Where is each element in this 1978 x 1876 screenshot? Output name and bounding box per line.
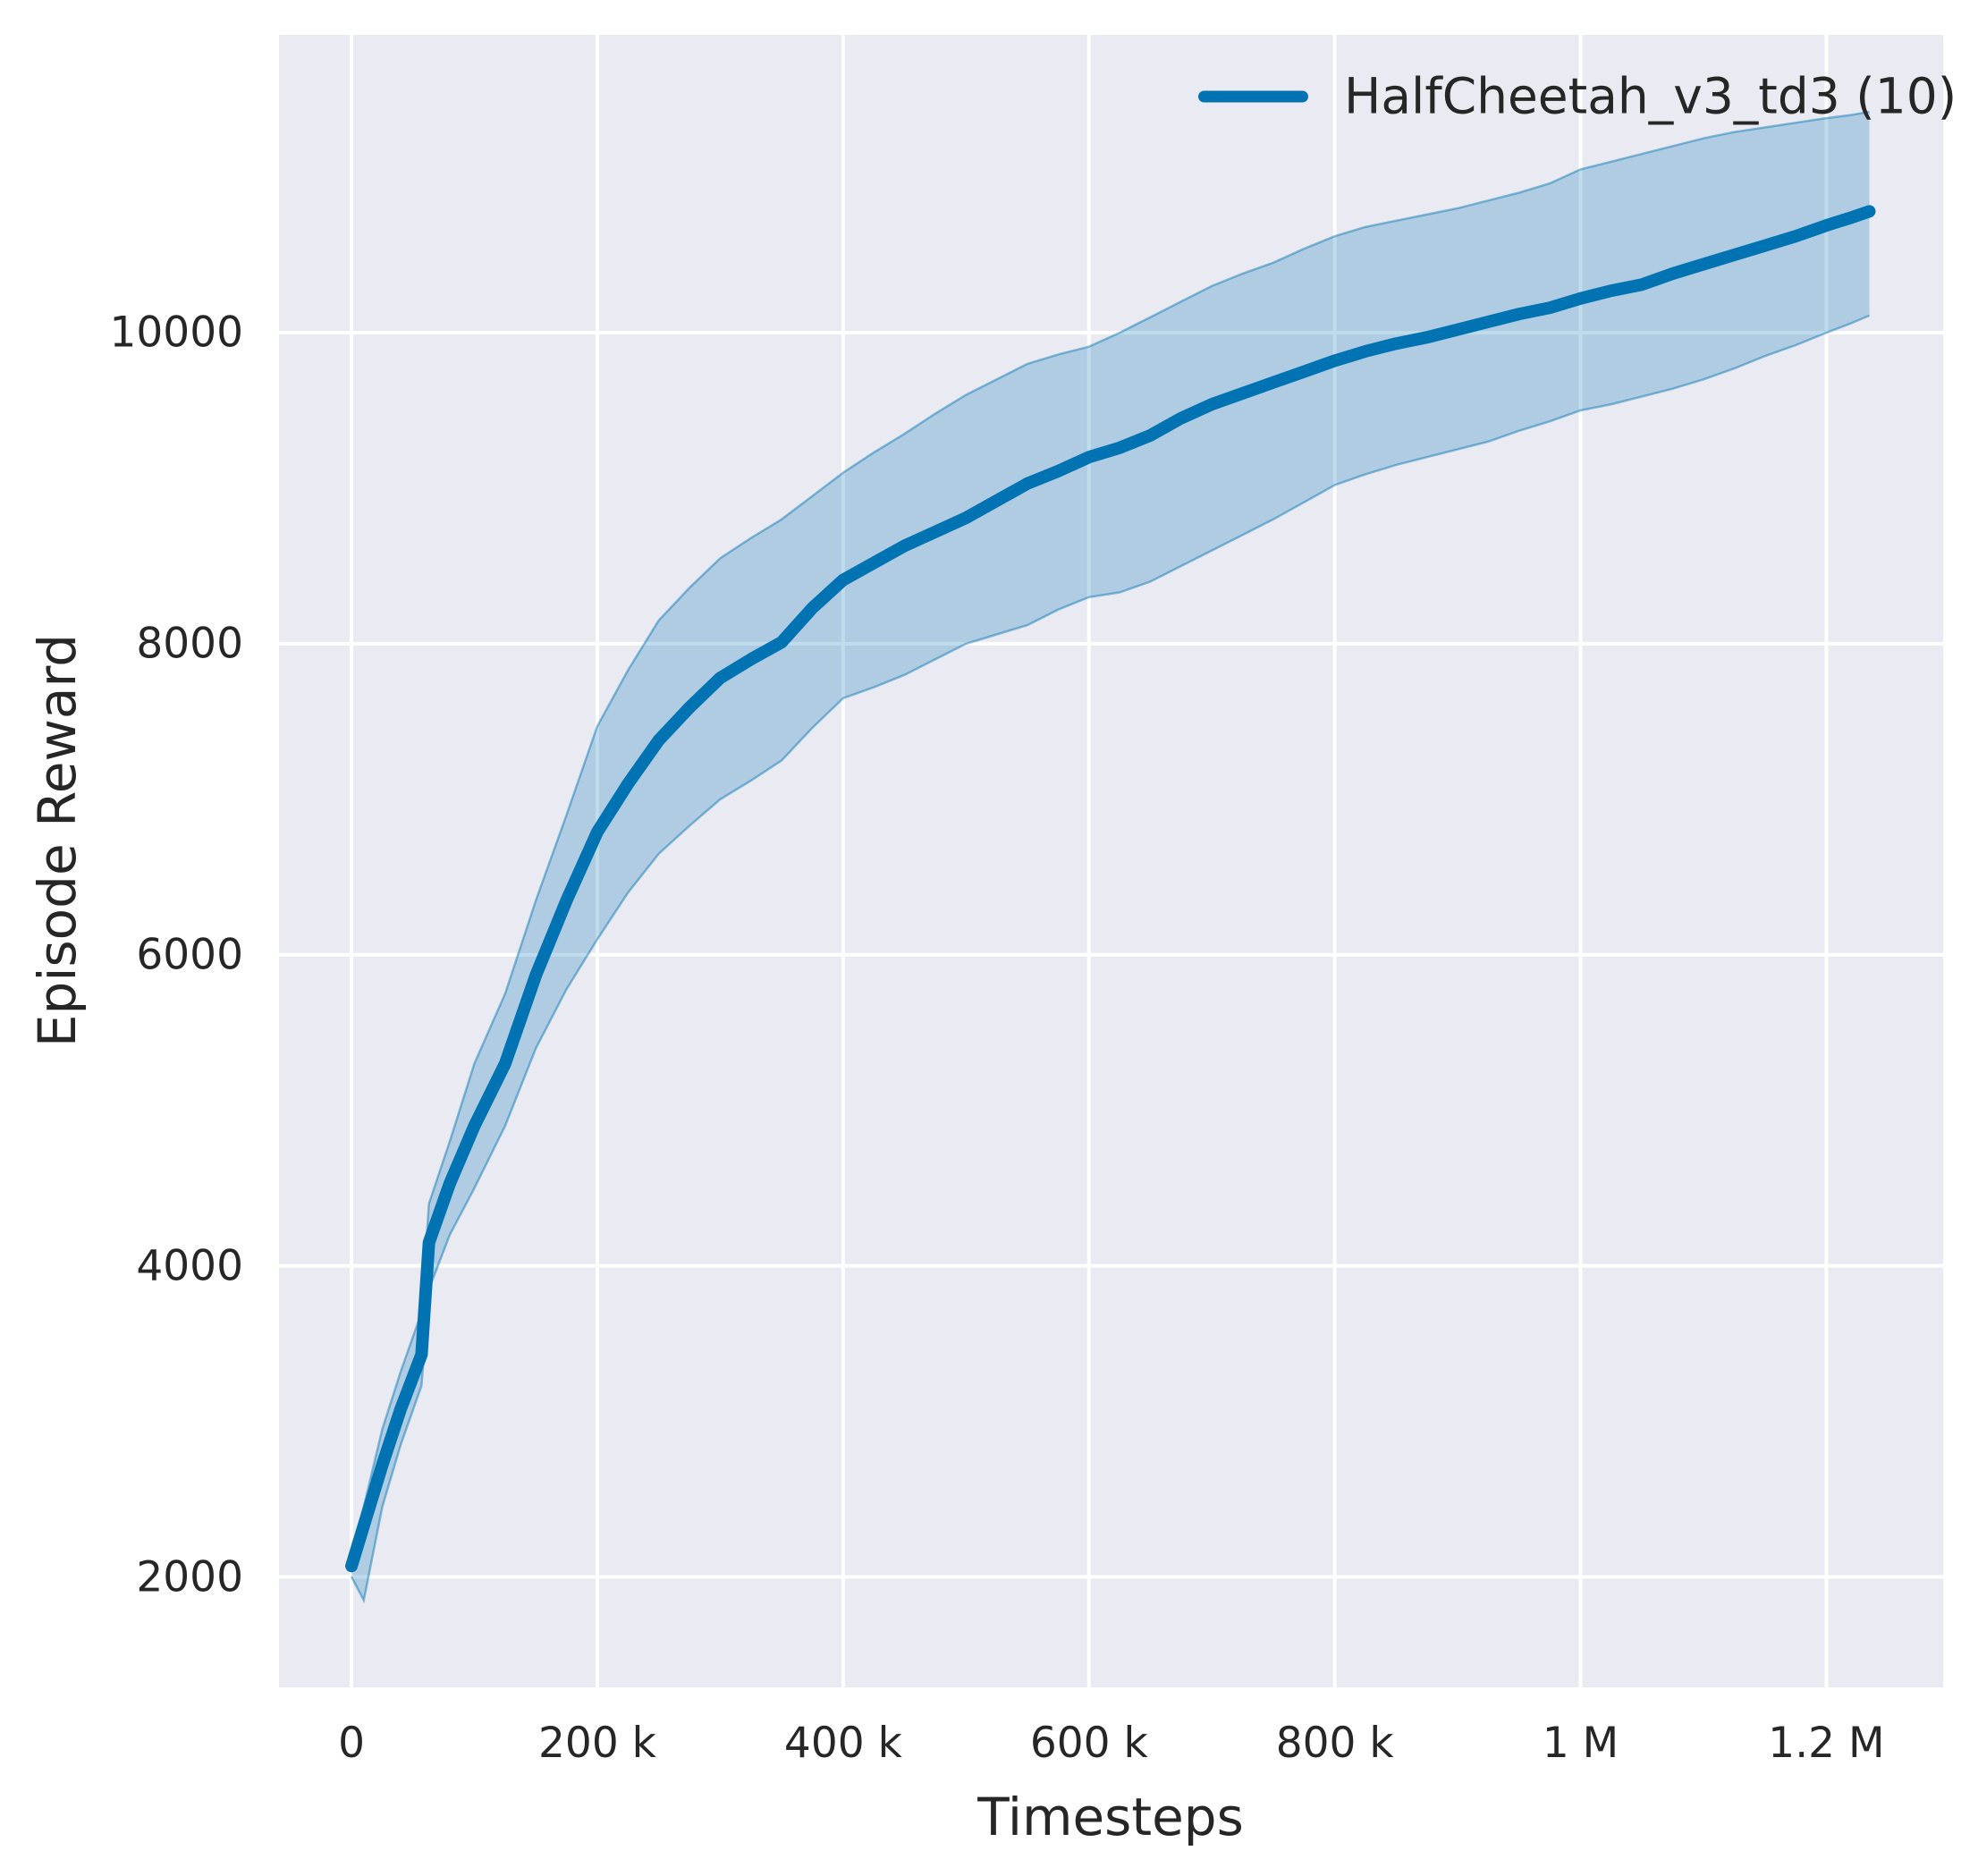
legend: HalfCheetah_v3_td3 (10): [1198, 72, 1957, 122]
x-tick-label: 800 k: [1275, 1719, 1394, 1768]
y-tick-label: 2000: [136, 1552, 243, 1601]
plot-area: HalfCheetah_v3_td3 (10): [279, 35, 1957, 1687]
mean-line: [345, 205, 1876, 1573]
legend-label: HalfCheetah_v3_td3 (10): [1344, 67, 1957, 125]
x-tick-label: 400 k: [783, 1719, 902, 1768]
x-axis-label: Timesteps: [977, 1787, 1244, 1847]
chart-canvas: [279, 35, 1943, 1687]
y-tick-label: 8000: [136, 619, 243, 669]
x-tick-label: 0: [338, 1719, 366, 1768]
y-axis-label: Episode Reward: [27, 633, 88, 1048]
x-tick-label: 200 k: [538, 1719, 656, 1768]
x-tick-label: 1.2 M: [1768, 1719, 1885, 1768]
legend-line-swatch-icon: [1198, 90, 1308, 103]
confidence-band-lower-edge: [350, 314, 1870, 1604]
confidence-band-upper-edge: [350, 110, 1870, 1556]
x-tick-label: 600 k: [1029, 1719, 1148, 1768]
x-tick-label: 1 M: [1542, 1719, 1619, 1768]
confidence-band: [351, 112, 1870, 1601]
y-tick-label: 4000: [136, 1241, 243, 1291]
y-tick-label: 6000: [136, 930, 243, 980]
y-tick-label: 10000: [109, 308, 243, 358]
